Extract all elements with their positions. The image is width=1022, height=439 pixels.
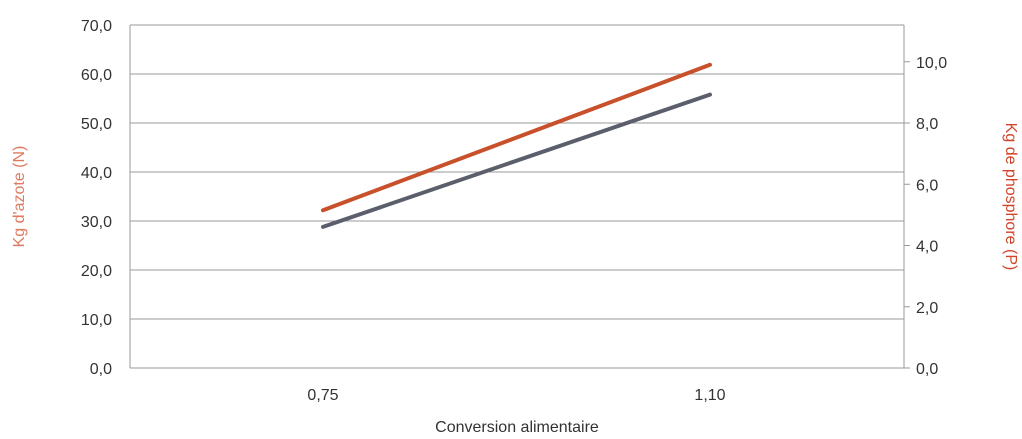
left-y-tick-label: 10,0 [81, 312, 112, 329]
right-y-tick-label: 2,0 [916, 300, 938, 317]
right-y-tick-label: 6,0 [916, 177, 938, 194]
left-y-tick-label: 60,0 [81, 67, 112, 84]
right-y-tick-label: 8,0 [916, 116, 938, 133]
right-y-axis-title: Kg de phosphore (P) [1002, 123, 1019, 271]
left-y-tick-label: 0,0 [90, 361, 112, 378]
left-y-tick-label: 20,0 [81, 263, 112, 280]
x-axis-ticks: 0,75 1,10 [307, 387, 725, 404]
left-y-tick-label: 50,0 [81, 116, 112, 133]
left-y-tick-label: 70,0 [81, 18, 112, 35]
right-y-tick-label: 10,0 [916, 55, 947, 72]
series-line-phosphore [321, 62, 712, 213]
series-lines [321, 62, 712, 229]
left-y-tick-label: 40,0 [81, 165, 112, 182]
x-axis-title: Conversion alimentaire [435, 419, 599, 436]
x-tick-label: 0,75 [307, 387, 338, 404]
gridlines [130, 24, 904, 369]
series-line-azote [321, 92, 712, 229]
right-y-tick-label: 4,0 [916, 239, 938, 256]
x-tick-label: 1,10 [694, 387, 725, 404]
right-y-axis-ticks: 0,0 2,0 4,0 6,0 8,0 10,0 [904, 55, 947, 378]
left-y-axis-title: Kg d'azote (N) [11, 146, 28, 248]
axes [129, 25, 905, 368]
left-y-tick-label: 30,0 [81, 214, 112, 231]
left-y-axis-ticks: 0,0 10,0 20,0 30,0 40,0 50,0 60,0 70,0 [81, 18, 112, 378]
right-y-tick-label: 0,0 [916, 361, 938, 378]
